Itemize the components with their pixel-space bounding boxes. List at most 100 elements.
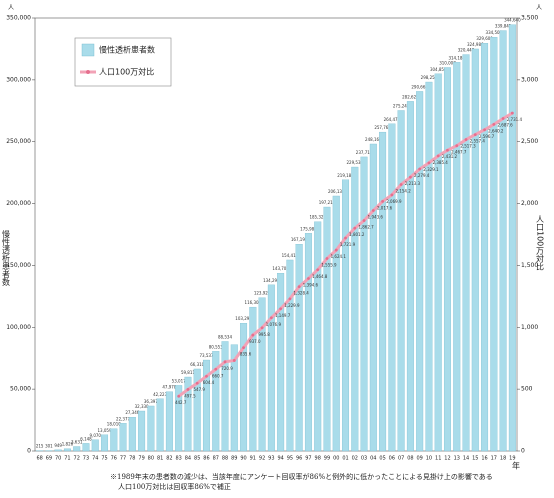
- ratio-point: [344, 236, 347, 240]
- x-tick-label: 68: [36, 456, 42, 462]
- bar-value-label: 329,609: [476, 36, 493, 41]
- ratio-point: [316, 268, 320, 272]
- ratio-value-label: 2,431.2: [442, 154, 458, 159]
- ratio-value-label: 604.4: [203, 380, 215, 385]
- bar: [471, 48, 479, 452]
- y2-tick-label: 0: [521, 448, 525, 455]
- ratio-point: [362, 219, 366, 222]
- ratio-point: [223, 360, 227, 364]
- bar-value-label: 134,298: [263, 278, 280, 283]
- bar: [147, 405, 155, 452]
- legend-marker: [86, 70, 90, 74]
- bar-value-label: 66,310: [190, 362, 204, 367]
- bar: [63, 448, 71, 452]
- bar: [119, 423, 127, 452]
- x-tick-label: 76: [111, 456, 117, 462]
- y-tick-label: 50,000: [10, 386, 31, 393]
- ratio-point: [279, 307, 283, 311]
- x-tick-label: 05: [379, 456, 385, 462]
- ratio-value-label: 2,329.1: [423, 167, 439, 172]
- ratio-value-label: 995.8: [258, 332, 270, 337]
- bar: [443, 67, 451, 452]
- bar: [286, 259, 294, 452]
- x-tick-label: 03: [361, 456, 367, 462]
- ratio-value-label: 1,801.2: [349, 232, 365, 237]
- bar-value-label: 175,988: [300, 226, 317, 231]
- bar-value-label: 13,059: [98, 428, 112, 433]
- ratio-point: [353, 226, 357, 230]
- bar-value-label: 206,134: [328, 189, 345, 194]
- x-tick-label: 97: [305, 456, 311, 462]
- bar: [175, 385, 183, 452]
- y-axis-label: 慢性透析患者数: [2, 229, 11, 287]
- y-tick-label: 300,000: [6, 76, 31, 83]
- ratio-value-label: 720.9: [221, 366, 233, 371]
- bar-value-label: 215: [36, 444, 44, 449]
- bar-value-label: 167,192: [291, 237, 308, 242]
- ratio-point: [464, 138, 468, 141]
- y-tick-label: 350,000: [6, 15, 31, 22]
- bar: [277, 273, 285, 452]
- bar: [258, 297, 266, 452]
- bar-value-label: 22,377: [116, 416, 130, 421]
- bar-value-label: 301: [45, 444, 53, 449]
- ratio-point: [307, 277, 310, 280]
- bar: [490, 37, 498, 452]
- bar: [369, 143, 377, 452]
- y-tick-label: 250,000: [6, 138, 31, 145]
- bar: [425, 81, 433, 452]
- bar: [406, 101, 414, 452]
- ratio-value-label: 1,555.9: [321, 263, 337, 268]
- ratio-point: [483, 128, 486, 132]
- bar: [314, 221, 322, 452]
- ratio-point: [409, 175, 412, 179]
- y2-tick-label: 1,000: [521, 324, 538, 331]
- bar: [388, 123, 396, 452]
- bar-value-label: 59,811: [181, 370, 195, 375]
- ratio-value-label: 2,467.7: [451, 150, 467, 155]
- right-unit: 人: [536, 5, 542, 12]
- plot-frame: [34, 17, 518, 452]
- ratio-point: [501, 117, 505, 120]
- bar-value-label: 143,709: [272, 266, 289, 271]
- bar-value-label: 229,538: [347, 160, 364, 165]
- bar-value-label: 257,765: [374, 125, 391, 130]
- bar-value-label: 275,242: [393, 103, 410, 108]
- ratio-value-label: 497.5: [184, 393, 196, 398]
- ratio-value-label: 2,640.2: [488, 128, 504, 133]
- bar: [453, 62, 461, 452]
- x-tick-label: 13: [454, 456, 460, 462]
- ratio-value-label: 1,862.7: [358, 225, 374, 230]
- ratio-point: [269, 316, 273, 320]
- bar: [267, 284, 275, 452]
- bar-value-label: 334,505: [486, 30, 503, 35]
- x-tick-label: 98: [315, 456, 321, 462]
- bar-value-label: 949: [54, 443, 62, 448]
- bar: [221, 341, 229, 452]
- x-tick-label: 86: [203, 456, 209, 462]
- bar-value-label: 310,007: [439, 60, 456, 65]
- bar-value-label: 248,166: [365, 137, 382, 142]
- y2-tick-label: 2,500: [521, 138, 538, 145]
- note: ※1989年末の患者数の減少は、当該年度にアンケート回収率が86%と例外的に低か…: [110, 472, 493, 481]
- x-tick-label: 75: [101, 456, 107, 462]
- ratio-point: [214, 367, 218, 371]
- x-tick-label: 11: [435, 456, 441, 462]
- ratio-point: [436, 154, 440, 158]
- bar: [304, 233, 312, 452]
- ratio-value-label: 442.7: [175, 400, 187, 405]
- bar: [128, 417, 136, 452]
- x-tick-label: 74: [92, 456, 98, 462]
- legend-box: [74, 37, 172, 87]
- ratio-value-label: 2,069.9: [386, 199, 402, 204]
- bar: [156, 398, 164, 452]
- bar: [230, 344, 238, 452]
- ratio-value-label: 1,328.4: [294, 291, 310, 296]
- bar-value-label: 88,534: [218, 334, 232, 339]
- bar: [462, 54, 470, 452]
- x-tick-label: 88: [222, 456, 228, 462]
- y2-axis-label: 人口100万対比: [536, 215, 545, 271]
- x-tick-label: 72: [74, 456, 80, 462]
- x-tick-label: 71: [64, 456, 70, 462]
- x-tick-label: 77: [120, 456, 126, 462]
